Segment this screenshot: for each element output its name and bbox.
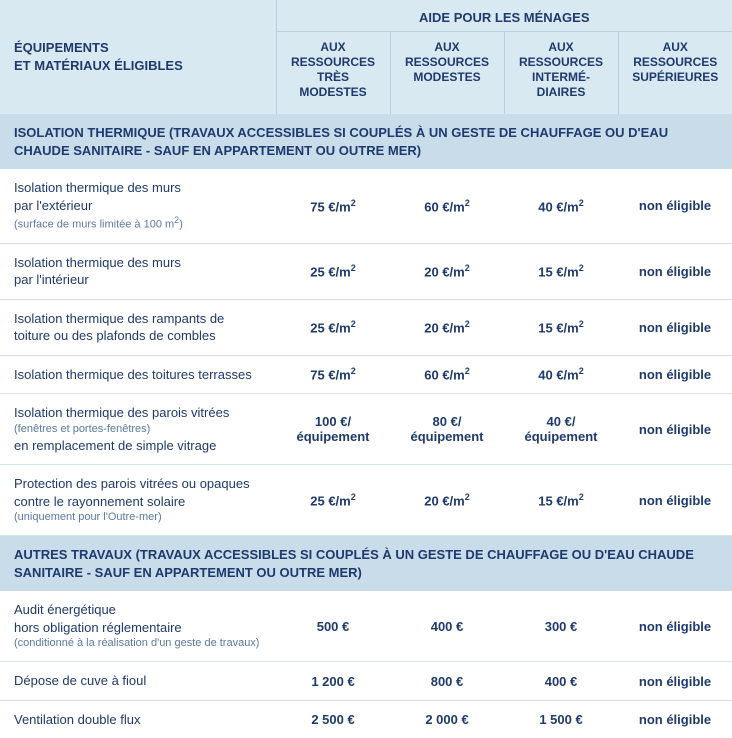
row-label: Isolation thermique des toitures terrass… (0, 355, 276, 394)
section-header: AUTRES TRAVAUX (TRAVAUX ACCESSIBLES SI C… (0, 536, 732, 592)
row-label: Isolation thermique des murspar l'extéri… (0, 169, 276, 243)
row-value: 20 €/m2 (390, 465, 504, 536)
table-body: ISOLATION THERMIQUE (TRAVAUX ACCESSIBLES… (0, 114, 732, 738)
row-value: 1 200 € (276, 662, 390, 701)
row-value: 15 €/m2 (504, 243, 618, 299)
row-label-sub: (uniquement pour l'Outre-mer) (14, 510, 262, 525)
row-value: 60 €/m2 (390, 355, 504, 394)
row-label-main: Dépose de cuve à fioul (14, 673, 146, 688)
row-value: 40 €/m2 (504, 355, 618, 394)
row-label-sub: (fenêtres et portes-fenêtres) (14, 422, 262, 437)
table-row: Audit énergétiquehors obligation régleme… (0, 591, 732, 661)
row-value: 15 €/m2 (504, 465, 618, 536)
row-value: 40 €/m2 (504, 169, 618, 243)
table-row: Isolation thermique des murspar l'intéri… (0, 243, 732, 299)
row-value: 60 €/m2 (390, 169, 504, 243)
row-label: Audit énergétiquehors obligation régleme… (0, 591, 276, 661)
section-header: ISOLATION THERMIQUE (TRAVAUX ACCESSIBLES… (0, 114, 732, 169)
table-row: Isolation thermique des toitures terrass… (0, 355, 732, 394)
table-row: Dépose de cuve à fioul 1 200 €800 €400 €n… (0, 662, 732, 701)
row-label-main: Isolation thermique des murspar l'intéri… (14, 255, 181, 288)
row-value: 15 €/m2 (504, 299, 618, 355)
row-label: Isolation thermique des murspar l'intéri… (0, 243, 276, 299)
row-label-extra: en remplacement de simple vitrage (14, 438, 216, 453)
table-row: Ventilation double flux 2 500 €2 000 €1 5… (0, 700, 732, 738)
row-value: 25 €/m2 (276, 299, 390, 355)
row-value: 100 €/équipement (276, 394, 390, 465)
row-label-sub: (surface de murs limitée à 100 m2) (14, 214, 262, 233)
row-label: Ventilation double flux (0, 700, 276, 738)
row-value: 500 € (276, 591, 390, 661)
subsidy-table-container: ÉQUIPEMENTS ET MATÉRIAUX ÉLIGIBLES AIDE … (0, 0, 732, 738)
row-label: Isolation thermique des rampants de toit… (0, 299, 276, 355)
row-value: 20 €/m2 (390, 299, 504, 355)
row-label: Protection des parois vitrées ou opaques… (0, 465, 276, 536)
row-label-main: Ventilation double flux (14, 712, 140, 727)
header-col-2: AUX RESSOURCES INTERMÉ- DIAIRES (504, 32, 618, 115)
row-value: 400 € (504, 662, 618, 701)
row-label-main: Protection des parois vitrées ou opaques… (14, 476, 250, 509)
row-label-main: Audit énergétiquehors obligation régleme… (14, 602, 182, 635)
row-value: 25 €/m2 (276, 465, 390, 536)
table-row: Isolation thermique des parois vitrées (f… (0, 394, 732, 465)
header-equipment-line2: ET MATÉRIAUX ÉLIGIBLES (14, 58, 183, 73)
row-value: non éligible (618, 662, 732, 701)
row-value: 80 €/équipement (390, 394, 504, 465)
row-label-main: Isolation thermique des toitures terrass… (14, 367, 252, 382)
row-value: 40 €/équipement (504, 394, 618, 465)
row-value: non éligible (618, 700, 732, 738)
table-row: Isolation thermique des rampants de toit… (0, 299, 732, 355)
header-equipment: ÉQUIPEMENTS ET MATÉRIAUX ÉLIGIBLES (0, 0, 276, 114)
row-value: 800 € (390, 662, 504, 701)
row-value: 75 €/m2 (276, 169, 390, 243)
row-label-main: Isolation thermique des parois vitrées (14, 405, 229, 420)
header-col-1: AUX RESSOURCES MODESTES (390, 32, 504, 115)
row-value: 75 €/m2 (276, 355, 390, 394)
header-equipment-line1: ÉQUIPEMENTS (14, 40, 109, 55)
table-row: Protection des parois vitrées ou opaques… (0, 465, 732, 536)
row-label: Isolation thermique des parois vitrées (f… (0, 394, 276, 465)
subsidy-table: ÉQUIPEMENTS ET MATÉRIAUX ÉLIGIBLES AIDE … (0, 0, 732, 738)
row-value: non éligible (618, 169, 732, 243)
row-value: non éligible (618, 465, 732, 536)
table-header: ÉQUIPEMENTS ET MATÉRIAUX ÉLIGIBLES AIDE … (0, 0, 732, 114)
row-value: non éligible (618, 355, 732, 394)
table-row: Isolation thermique des murspar l'extéri… (0, 169, 732, 243)
header-col-3: AUX RESSOURCES SUPÉRIEURES (618, 32, 732, 115)
row-value: non éligible (618, 591, 732, 661)
row-value: 25 €/m2 (276, 243, 390, 299)
row-value: 300 € (504, 591, 618, 661)
row-value: 2 000 € (390, 700, 504, 738)
row-label: Dépose de cuve à fioul (0, 662, 276, 701)
row-value: non éligible (618, 243, 732, 299)
header-col-0: AUX RESSOURCES TRÈS MODESTES (276, 32, 390, 115)
row-label-main: Isolation thermique des rampants de toit… (14, 311, 224, 344)
row-label-main: Isolation thermique des murspar l'extéri… (14, 180, 181, 213)
row-value: non éligible (618, 394, 732, 465)
row-label-sub: (conditionné à la réalisation d'un geste… (14, 636, 262, 651)
row-value: 2 500 € (276, 700, 390, 738)
row-value: non éligible (618, 299, 732, 355)
header-aid: AIDE POUR LES MÉNAGES (276, 0, 732, 32)
row-value: 20 €/m2 (390, 243, 504, 299)
row-value: 1 500 € (504, 700, 618, 738)
row-value: 400 € (390, 591, 504, 661)
